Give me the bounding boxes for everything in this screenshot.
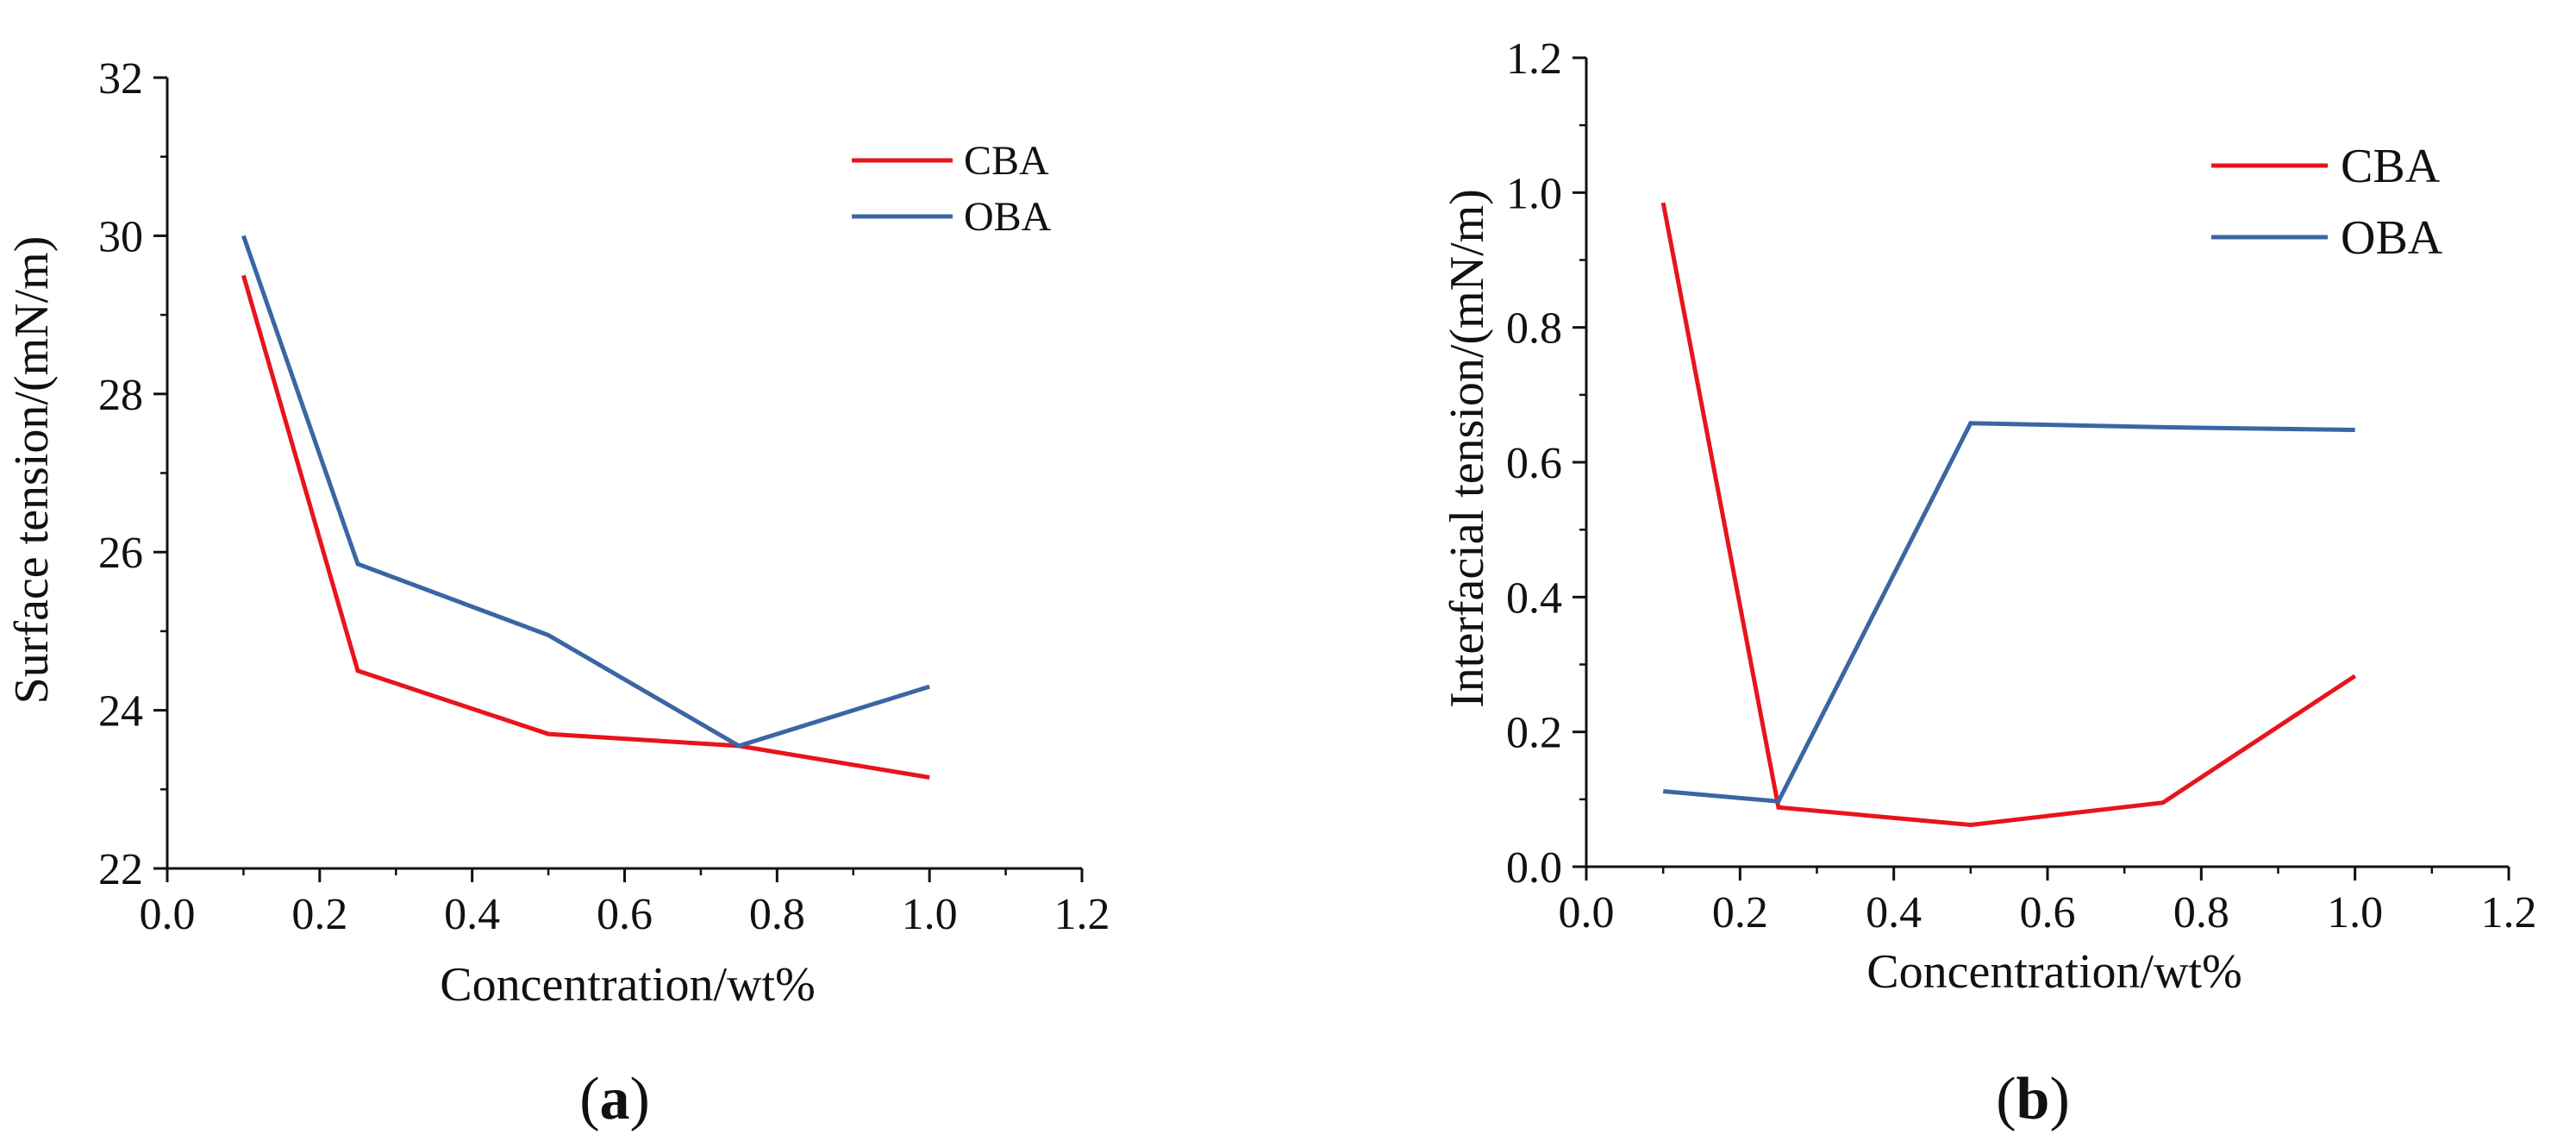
y-tick-label-0-2: 0.2 [1506,709,1562,758]
panel-b-interfacial-tension-chart: 0.0 0.2 0.4 0.6 0.8 1.0 1.2 0.0 0.2 0.4 0.6 0.8 1.0… [1441,34,2537,1132]
y-tick-label-24: 24 [98,687,143,736]
panel-b-letter: b [2016,1066,2050,1132]
y-tick-label-1-0: 1.0 [1506,169,1562,218]
panel-a-label: (a) [579,1066,650,1132]
x-tick-label-1-0: 1.0 [902,890,958,939]
x-tick-label-1-0: 1.0 [2327,888,2383,937]
panel-b-label: (b) [1996,1066,2070,1132]
x-tick-label-1-2: 1.2 [2481,888,2537,937]
panel-a-surface-tension-chart: 0.0 0.2 0.4 0.6 0.8 1.0 1.2 22 24 26 28 30 32 CBA O… [5,54,1110,1132]
x-tick-label-0-0: 0.0 [140,890,196,939]
y-tick-label-0-0: 0.0 [1506,843,1562,893]
x-tick-label-1-2: 1.2 [1054,890,1110,939]
y-tick-label-30: 30 [98,212,143,261]
legend-label-oba: OBA [964,194,1052,240]
series-line-cba [241,274,930,780]
series-line-oba [241,235,930,749]
panel-a-x-axis-title: Concentration/wt% [440,958,815,1012]
x-tick-label-0-6: 0.6 [597,890,653,939]
legend-label-cba: CBA [964,138,1049,184]
panel-a-y-axis-title: Surface tension/(mN/m) [5,236,59,705]
panel-b-legend: CBA OBA [2211,140,2443,265]
panel-a-letter: a [600,1066,630,1132]
y-tick-label-1-2: 1.2 [1506,34,1562,84]
y-tick-label-22: 22 [98,845,143,894]
y-tick-label-26: 26 [98,529,143,578]
x-tick-label-0-0: 0.0 [1559,888,1615,937]
x-tick-label-0-8: 0.8 [749,890,805,939]
y-tick-label-0-8: 0.8 [1506,304,1562,354]
series-line-oba [1662,421,2355,804]
x-tick-label-0-2: 0.2 [291,890,347,939]
panel-b-x-axis-title: Concentration/wt% [1866,945,2241,999]
panel-a-axes [153,76,1084,882]
series-line-cba [1660,202,2357,828]
x-tick-label-0-4: 0.4 [1866,888,1922,937]
panel-a-legend: CBA OBA [852,138,1052,240]
panel-a-x-tick-labels: 0.0 0.2 0.4 0.6 0.8 1.0 1.2 [140,890,1110,939]
panel-a-y-tick-labels: 22 24 26 28 30 32 [98,54,143,894]
x-tick-label-0-8: 0.8 [2173,888,2229,937]
panel-b-y-axis-title: Interfacial tension/(mN/m) [1441,189,1494,708]
x-tick-label-0-6: 0.6 [2020,888,2076,937]
panel-b-axes [1572,56,2510,881]
panel-b-x-tick-labels: 0.0 0.2 0.4 0.6 0.8 1.0 1.2 [1559,888,2537,937]
x-tick-label-0-4: 0.4 [444,890,500,939]
panel-a-series-lines [241,235,930,780]
y-tick-label-28: 28 [98,371,143,420]
panel-b-y-tick-labels: 0.0 0.2 0.4 0.6 0.8 1.0 1.2 [1506,34,1562,893]
y-tick-label-0-4: 0.4 [1506,574,1562,623]
y-tick-label-32: 32 [98,54,143,103]
x-tick-label-0-2: 0.2 [1712,888,1768,937]
legend-label-cba: CBA [2341,140,2441,193]
panel-b-series-lines [1660,202,2357,828]
y-tick-label-0-6: 0.6 [1506,439,1562,488]
legend-label-oba: OBA [2341,211,2443,265]
